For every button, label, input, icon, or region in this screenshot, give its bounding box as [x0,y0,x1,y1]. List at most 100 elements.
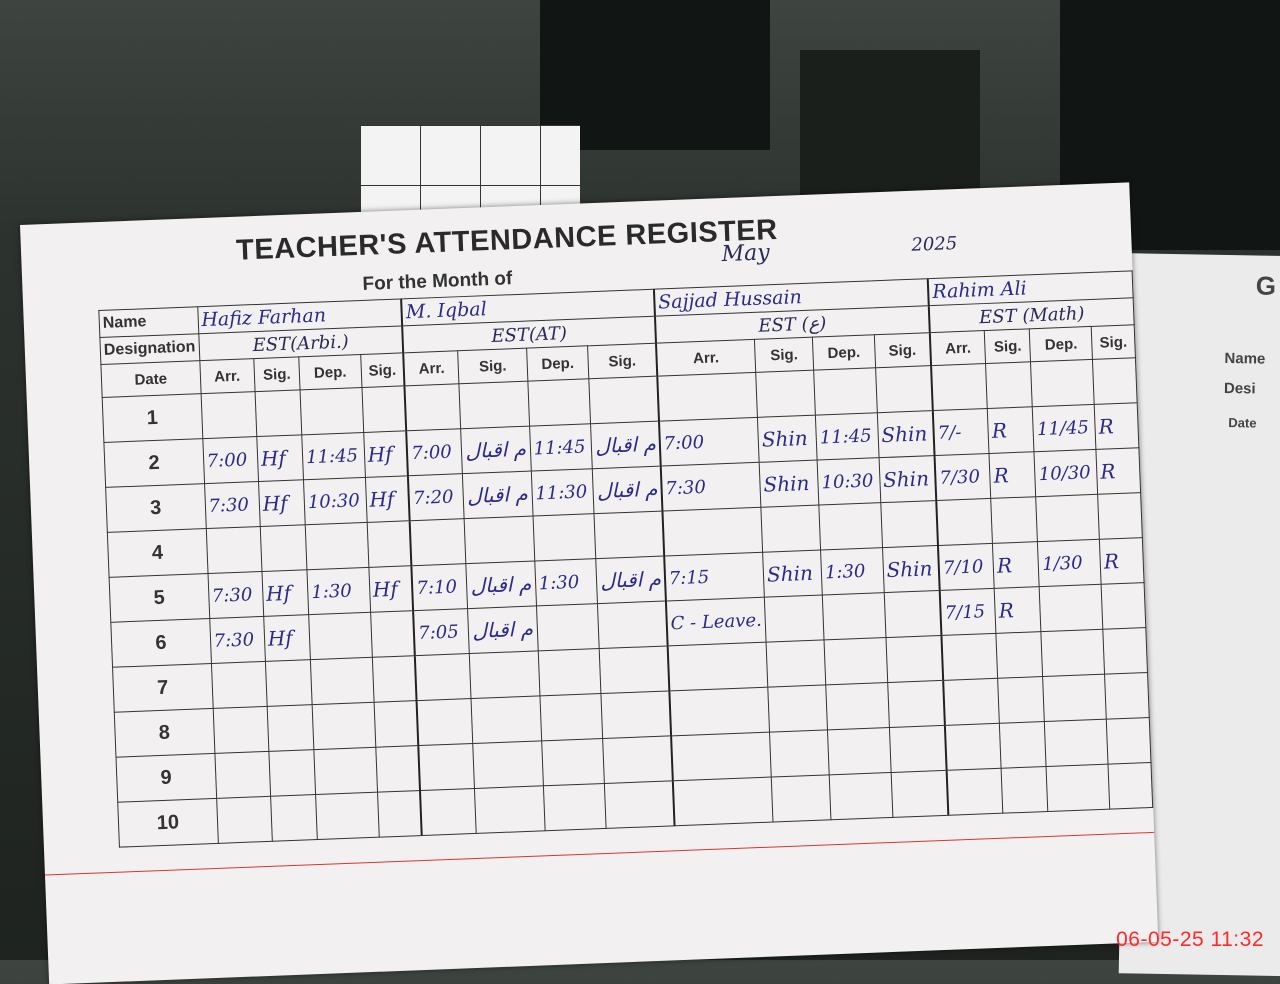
teacher-name: Sajjad Hussain [657,286,803,314]
teacher-designation: EST(AT) [491,322,568,347]
arrival-cell: 7:10 [411,563,468,611]
column-header: Sig. [253,356,301,392]
departure-cell [829,772,893,820]
year-value: 2025 [911,233,958,256]
departure-cell [813,367,878,416]
signature-cell [1001,766,1049,814]
arrival-cell [214,751,271,799]
signature-cell [361,385,407,433]
signature-cell [464,516,535,564]
signature-cell: م اقبال [590,421,661,469]
arrival-cell: 7:00 [658,417,760,467]
arrival-cell [205,526,262,574]
signature-cell [375,745,421,793]
signature-cell: R [1095,447,1141,495]
signature-cell [880,500,939,548]
departure-cell [532,513,597,561]
signature-cell [990,496,1038,544]
signature-cell [597,600,668,649]
date-header: Date [100,360,201,398]
column-header: Dep. [812,334,876,371]
signature-cell: Shin [757,415,818,463]
date-cell: 9 [116,753,217,803]
arrival-cell: 7/- [932,408,990,456]
arrival-cell [416,698,474,746]
signature-cell: م اقبال [467,605,538,654]
column-header: Arr. [199,358,255,394]
departure-cell [1036,494,1100,542]
signature-cell: Hf [256,434,304,482]
signature-cell: R [992,541,1040,589]
departure-cell [1030,359,1095,407]
next-page-designation-label: Desi [1223,379,1256,398]
departure-cell [305,522,369,570]
departure-cell: 1:30 [306,567,371,615]
departure-cell [537,648,602,696]
signature-cell [469,650,540,699]
teacher-name: Hafiz Farhan [200,304,327,332]
departure-cell: 11:45 [301,432,366,480]
arrival-cell: 7:20 [408,473,465,521]
departure-cell [827,727,891,775]
departure-cell [300,387,364,435]
signature-cell [890,770,949,818]
signature-cell [594,511,665,559]
signature-cell [999,721,1047,769]
signature-cell [268,749,316,797]
camera-timestamp: 06-05-25 11:32 [1116,928,1264,951]
arrival-cell: 7:30 [209,616,266,664]
departure-cell [539,693,603,741]
departure-cell: 11/45 [1032,404,1096,452]
date-cell: 2 [103,438,205,488]
signature-cell [377,790,423,838]
arrival-cell: 7:05 [413,608,470,656]
arrival-cell: 7:30 [204,481,261,529]
signature-cell: م اقبال [466,560,537,609]
arrival-cell [672,777,773,826]
departure-cell [1046,764,1110,812]
column-header: Sig. [984,328,1031,364]
arrival-cell [211,661,267,709]
next-page-name-label: Name [1224,349,1266,368]
next-page-title: G [1255,270,1277,301]
signature-cell [599,645,670,694]
arrival-cell: 7/10 [938,543,995,591]
signature-cell [1102,627,1148,675]
departure-cell: 1:30 [534,558,598,606]
signature-cell [604,780,675,829]
signature-cell: م اقبال [596,556,666,604]
teacher-designation: EST (Math) [978,302,1085,328]
signature-cell [474,785,545,834]
signature-cell: Shin [877,410,935,458]
arrival-cell [418,743,475,791]
signature-cell: R [994,586,1042,634]
arrival-cell: 7/30 [934,453,991,501]
departure-cell [527,378,591,427]
signature-cell [473,740,544,789]
column-header: Dep. [1029,326,1093,362]
signature-cell [1104,672,1150,720]
signature-cell [260,524,307,572]
signature-cell [1101,582,1146,630]
signature-cell [997,676,1045,724]
register-page: TEACHER'S ATTENDANCE REGISTER For the Mo… [20,182,1159,984]
signature-cell [1097,492,1143,540]
departure-cell [1044,719,1109,767]
departure-cell [541,738,605,786]
departure-cell [1043,674,1107,722]
signature-cell [372,655,417,703]
signature-cell [1092,357,1138,405]
signature-cell [755,370,816,418]
column-header: Sig. [360,352,405,388]
signature-cell: Hf [368,565,414,613]
signature-cell: R [989,451,1037,499]
signature-cell: Hf [363,430,409,478]
signature-cell [602,735,673,784]
signature-cell [985,361,1033,409]
departure-cell [1041,629,1105,677]
departure-cell: 11:45 [529,423,593,472]
departure-cell: 10:30 [817,457,881,506]
signature-cell: R [1099,537,1145,585]
signature-cell [764,594,825,643]
signature-cell: Hf [261,569,309,617]
